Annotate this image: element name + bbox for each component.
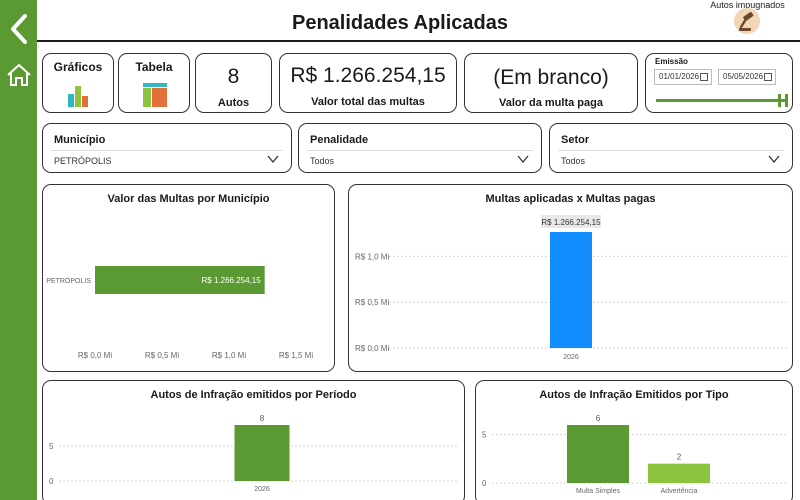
x-tick-label: R$ 1,0 Mi	[212, 351, 246, 360]
home-icon[interactable]	[6, 62, 32, 88]
valor-paga-kpi-label: Valor da multa paga	[499, 97, 603, 109]
penalidade-filter-label: Penalidade	[310, 134, 369, 146]
filter-divider	[558, 150, 784, 151]
sidebar	[0, 0, 37, 500]
data-label-box	[541, 215, 601, 228]
bar-chart-icon	[68, 86, 88, 107]
data-label: 8	[260, 414, 265, 423]
chart-autos-por-tipo-plot: 0 5 Multa Simples 6 Advertência 2	[482, 414, 786, 495]
back-arrow-icon[interactable]	[8, 12, 30, 46]
emissao-end-date[interactable]: 05/05/2026	[718, 69, 776, 85]
category-label: 2026	[254, 486, 270, 493]
autos-impugnados-label: Autos impugnados	[710, 0, 785, 10]
emissao-filter-card: Emissão 01/01/2026 05/05/2026	[645, 53, 793, 113]
filter-divider	[307, 150, 533, 151]
chart-aplicadas-x-pagas-plot: R$ 0,0 Mi R$ 0,5 Mi R$ 1,0 Mi 2026 R$ 1.266.…	[355, 215, 789, 361]
chart-valor-por-municipio: Valor das Multas por Município R$ 0,0 Mi…	[42, 184, 335, 372]
data-label: 2	[677, 453, 682, 462]
tabela-label: Tabela	[135, 60, 173, 74]
bar	[648, 463, 710, 483]
y-tick-label: R$ 0,0 Mi	[355, 344, 389, 353]
gavel-icon[interactable]	[734, 8, 760, 34]
valor-total-kpi-value: R$ 1.266.254,15	[290, 64, 446, 87]
chart-autos-por-periodo-plot: 0 5 2026 8	[49, 414, 458, 493]
table-icon	[143, 83, 167, 107]
calendar-icon	[700, 73, 708, 81]
y-tick-label: 5	[482, 431, 487, 440]
setor-filter[interactable]: Setor Todos	[549, 123, 793, 173]
municipio-filter-label: Município	[54, 134, 106, 146]
tabela-tile[interactable]: Tabela	[118, 53, 190, 113]
autos-kpi-value: 8	[227, 65, 240, 88]
x-tick-label: R$ 0,5 Mi	[145, 351, 179, 360]
emissao-end-date-text: 05/05/2026	[723, 72, 764, 81]
penalidade-filter[interactable]: Penalidade Todos	[298, 123, 542, 173]
emissao-slider-handle[interactable]	[778, 94, 788, 107]
graficos-tile[interactable]: Gráficos	[42, 53, 114, 113]
valor-paga-kpi-value: (Em branco)	[493, 66, 609, 89]
chart-title: Autos de Infração Emitidos por Tipo	[539, 389, 729, 401]
category-label: 2026	[563, 354, 579, 361]
setor-filter-value: Todos	[561, 156, 586, 166]
y-tick-label: 0	[482, 479, 487, 488]
category-label: Multa Simples	[576, 488, 620, 495]
page-title: Penalidades Aplicadas	[291, 12, 508, 34]
chevron-down-icon[interactable]	[768, 154, 780, 164]
emissao-start-date-text: 01/01/2026	[659, 72, 700, 81]
chart-aplicadas-x-pagas: Multas aplicadas x Multas pagas R$ 0,0 M…	[348, 184, 793, 372]
chart-title: Multas aplicadas x Multas pagas	[485, 193, 656, 205]
graficos-label: Gráficos	[53, 60, 103, 74]
category-label: PETRÓPOLIS	[46, 276, 91, 285]
emissao-start-date[interactable]: 01/01/2026	[654, 69, 712, 85]
emissao-slider-track[interactable]	[656, 99, 782, 102]
setor-filter-label: Setor	[561, 134, 590, 146]
data-label: R$ 1.266.254,15	[541, 218, 601, 227]
y-tick-label: R$ 0,5 Mi	[355, 298, 389, 307]
chart-title: Valor das Multas por Município	[107, 193, 270, 205]
filter-divider	[51, 150, 283, 151]
x-tick-label: R$ 1,5 Mi	[279, 351, 313, 360]
bar	[234, 425, 290, 481]
bar	[550, 232, 592, 348]
emissao-label: Emissão	[655, 57, 688, 66]
bar	[567, 425, 629, 483]
calendar-icon	[764, 73, 772, 81]
x-tick-label: R$ 0,0 Mi	[78, 351, 112, 360]
chart-valor-por-municipio-plot: R$ 0,0 Mi R$ 0,5 Mi R$ 1,0 Mi R$ 1,5 Mi PETR…	[46, 266, 313, 360]
autos-kpi-card: 8 Autos	[195, 53, 272, 113]
penalidade-filter-value: Todos	[310, 156, 335, 166]
category-label: Advertência	[661, 488, 698, 495]
y-tick-label: 0	[49, 477, 54, 486]
chevron-down-icon[interactable]	[267, 154, 279, 164]
chevron-down-icon[interactable]	[517, 154, 529, 164]
data-label: R$ 1.266.254,15	[202, 276, 262, 285]
autos-kpi-label: Autos	[217, 97, 250, 109]
title-divider	[37, 40, 800, 42]
y-tick-label: R$ 1,0 Mi	[355, 252, 389, 261]
valor-paga-kpi-card: (Em branco) Valor da multa paga	[464, 53, 638, 113]
chart-title: Autos de Infração emitidos por Período	[150, 389, 357, 401]
chart-autos-por-tipo: Autos de Infração Emitidos por Tipo 0 5 Mu…	[475, 380, 793, 500]
chart-autos-por-periodo: Autos de Infração emitidos por Período 0…	[42, 380, 465, 500]
bar	[95, 266, 265, 294]
y-tick-label: 5	[49, 442, 54, 451]
data-label: 6	[596, 414, 601, 423]
valor-total-kpi-label: Valor total das multas	[311, 96, 425, 108]
valor-total-kpi-card: R$ 1.266.254,15 Valor total das multas	[279, 53, 457, 113]
municipio-filter[interactable]: Município PETRÓPOLIS	[42, 123, 292, 173]
municipio-filter-value: PETRÓPOLIS	[54, 156, 112, 166]
